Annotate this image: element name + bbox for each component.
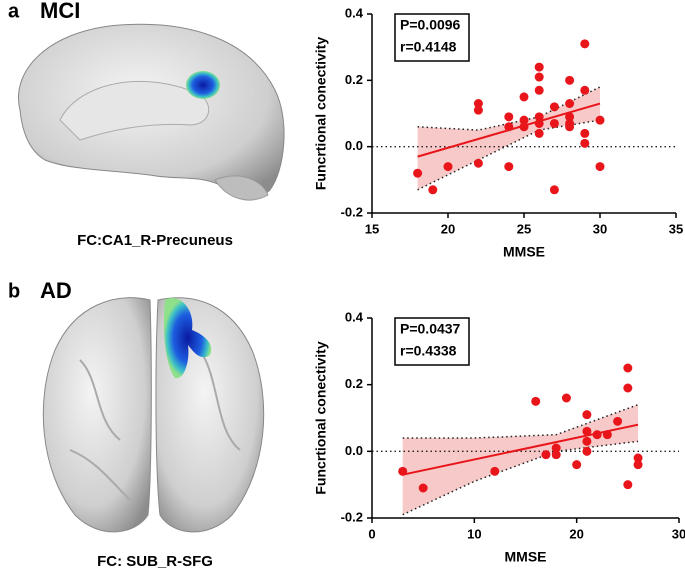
data-point [623,383,633,393]
stats-box [394,13,470,62]
data-point [534,128,544,138]
data-point [519,122,529,132]
data-point [561,393,571,403]
x-axis-title: MMSE [505,549,547,565]
data-point [473,99,483,109]
y-tick-label: -0.2 [341,509,363,524]
panel-label: b [8,280,20,302]
data-point [580,138,590,148]
stat-p: P=0.0437 [400,321,461,337]
confidence-band [402,404,639,515]
x-tick-label: 15 [365,221,379,236]
confidence-bound [402,440,639,516]
data-point [572,460,582,470]
data-point [549,102,559,112]
brain-image-a [18,23,285,201]
x-tick-label: 20 [441,221,455,236]
data-point [582,410,592,420]
data-point [541,450,551,460]
stat-p: P=0.0096 [400,17,461,33]
y-tick-label: 0.2 [345,376,363,391]
data-point [519,115,529,125]
y-tick-label: 0.0 [345,443,363,458]
x-tick-label: 35 [669,221,683,236]
group-label: AD [40,278,72,303]
x-tick-label: 25 [517,221,531,236]
data-point [443,162,453,172]
data-point [565,75,575,85]
data-point [565,122,575,132]
data-point [504,112,514,122]
x-tick-label: 0 [368,526,375,541]
stat-r: r=0.4338 [400,343,457,359]
image-caption: FC: SUB_R-SFG [97,553,213,570]
brain-image-b [42,297,265,533]
data-point [519,92,529,102]
data-point [504,122,514,132]
group-label: MCI [40,0,80,23]
data-point [592,430,602,440]
data-point [531,396,541,406]
data-point [534,85,544,95]
stat-r: r=0.4148 [400,39,457,55]
x-tick-label: 30 [672,526,685,541]
data-point [534,72,544,82]
data-point [613,416,623,426]
data-point [580,39,590,49]
data-point [602,430,612,440]
confidence-bound [402,403,639,439]
x-tick-label: 20 [569,526,583,541]
y-axis-title: Funcrtional conectivity [313,341,329,494]
data-point [623,480,633,490]
y-tick-label: -0.2 [341,204,363,219]
data-point [413,168,423,178]
data-point [582,436,592,446]
data-point [623,363,633,373]
data-point [534,118,544,128]
y-tick-label: 0.4 [345,309,364,324]
data-point [580,128,590,138]
data-point [534,112,544,122]
x-tick-label: 30 [593,221,607,236]
data-point [428,185,438,195]
x-tick-label: 10 [467,526,481,541]
data-point [549,185,559,195]
data-point [580,85,590,95]
data-point [582,426,592,436]
data-point [565,99,575,109]
data-point [633,453,643,463]
data-point [473,158,483,168]
image-caption: FC:CA1_R-Precuneus [77,232,233,249]
data-point [595,115,605,125]
panel-label: a [8,0,20,22]
data-point [534,62,544,72]
data-point [633,460,643,470]
y-tick-label: 0.0 [345,138,363,153]
data-point [551,450,561,460]
data-point [551,443,561,453]
y-tick-label: 0.2 [345,72,363,87]
x-axis-title: MMSE [503,244,545,260]
data-point [418,483,428,493]
y-axis-title: Funcrtional conectivity [313,37,329,190]
data-point [565,112,575,122]
data-point [504,162,514,172]
data-point [582,446,592,456]
data-point [595,162,605,172]
data-point [398,466,408,476]
y-tick-label: 0.4 [345,5,364,20]
confidence-band [417,86,600,190]
data-point [490,466,500,476]
stats-box [394,317,470,366]
data-point [473,105,483,115]
data-point [549,118,559,128]
